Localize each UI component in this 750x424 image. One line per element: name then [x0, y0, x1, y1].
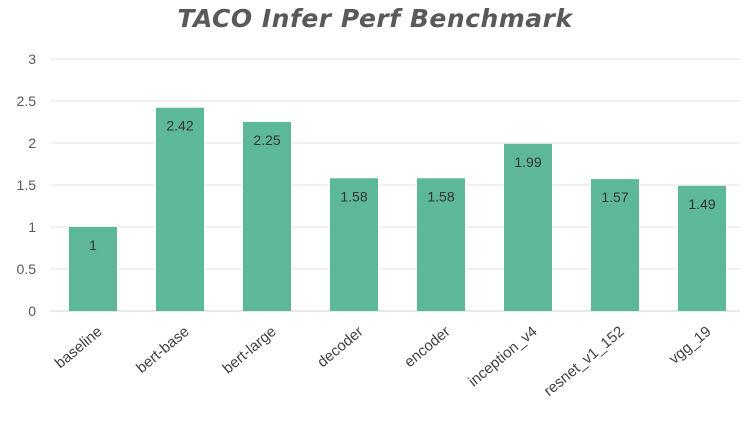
x-tick-label: bert-large — [219, 323, 279, 377]
y-tick-label: 1.5 — [17, 177, 37, 193]
y-tick-label: 1 — [28, 219, 36, 235]
bar-resnet_v1_152 — [591, 179, 639, 311]
x-tick-label: inception_v4 — [465, 323, 540, 390]
bar-encoder — [417, 178, 465, 311]
bar-bert-large — [243, 122, 291, 311]
data-label: 1.99 — [514, 154, 541, 170]
y-tick-label: 0 — [28, 303, 36, 319]
data-label: 1 — [89, 237, 97, 253]
y-tick-label: 2.5 — [17, 93, 37, 109]
x-tick-label: vgg_19 — [666, 323, 715, 368]
data-label: 1.49 — [688, 196, 715, 212]
x-tick-label: baseline — [52, 323, 106, 372]
data-label: 2.42 — [166, 118, 193, 134]
bar-vgg_19 — [678, 185, 726, 311]
bar-baseline — [69, 227, 117, 311]
x-tick-label: resnet_v1_152 — [541, 323, 628, 400]
x-tick-label: bert-base — [133, 323, 192, 377]
data-label: 2.25 — [253, 132, 280, 148]
x-tick-label: decoder — [314, 323, 366, 371]
y-tick-label: 3 — [28, 51, 36, 67]
y-tick-label: 2 — [28, 135, 36, 151]
data-label: 1.58 — [427, 188, 454, 204]
bar-bert-base — [156, 107, 204, 311]
data-label: 1.58 — [340, 188, 367, 204]
y-tick-label: 0.5 — [17, 261, 37, 277]
bar-decoder — [330, 178, 378, 311]
chart-title: TACO Infer Perf Benchmark — [177, 4, 573, 33]
bar-inception_v4 — [504, 143, 552, 311]
x-tick-label: encoder — [401, 323, 453, 371]
data-label: 1.57 — [601, 189, 628, 205]
